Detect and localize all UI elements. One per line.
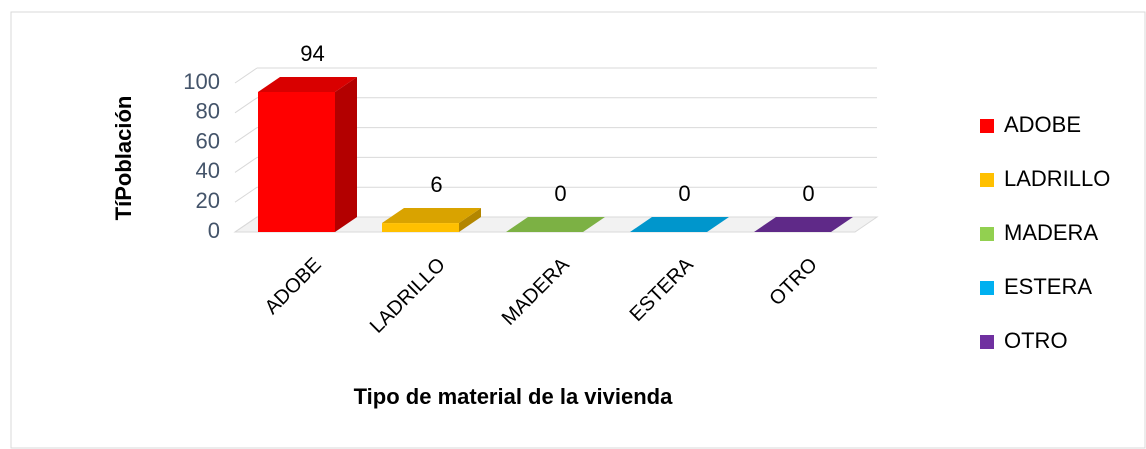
bar-top (382, 208, 481, 224)
grid-line (234, 97, 258, 114)
bar-side (459, 208, 481, 232)
bar-top (258, 76, 357, 92)
legend-swatch (980, 227, 994, 241)
legend-label: ESTERA (1004, 274, 1092, 299)
grid-line (234, 156, 258, 173)
legend-label: ADOBE (1004, 112, 1081, 137)
legend-swatch (980, 119, 994, 133)
bar-top (754, 217, 853, 232)
bar-top (506, 217, 605, 232)
y-tick-label: 0 (208, 218, 220, 243)
grid-line (234, 67, 258, 84)
value-label: 0 (554, 181, 566, 206)
bar-front (258, 91, 335, 232)
value-label: 6 (430, 172, 442, 197)
y-tick-label: 60 (196, 128, 220, 153)
bar-side (335, 76, 357, 232)
legend-label: MADERA (1004, 220, 1098, 245)
grid-line (234, 216, 258, 233)
value-label: 94 (300, 41, 324, 66)
legend-swatch (980, 335, 994, 349)
x-axis-title: Tipo de material de la vivienda (354, 384, 673, 409)
legend-swatch (980, 173, 994, 187)
value-label: 0 (678, 181, 690, 206)
legend-label: OTRO (1004, 328, 1068, 353)
y-axis-title: TíPoblación (111, 96, 136, 221)
legend-swatch (980, 281, 994, 295)
bar-top (630, 217, 729, 232)
value-label: 0 (802, 181, 814, 206)
grid-line (234, 127, 258, 144)
y-tick-label: 100 (183, 69, 220, 94)
y-tick-label: 80 (196, 99, 220, 124)
y-tick-label: 20 (196, 188, 220, 213)
bar-front (382, 223, 459, 232)
legend-label: LADRILLO (1004, 166, 1110, 191)
y-tick-label: 40 (196, 158, 220, 183)
grid-line (234, 186, 258, 203)
